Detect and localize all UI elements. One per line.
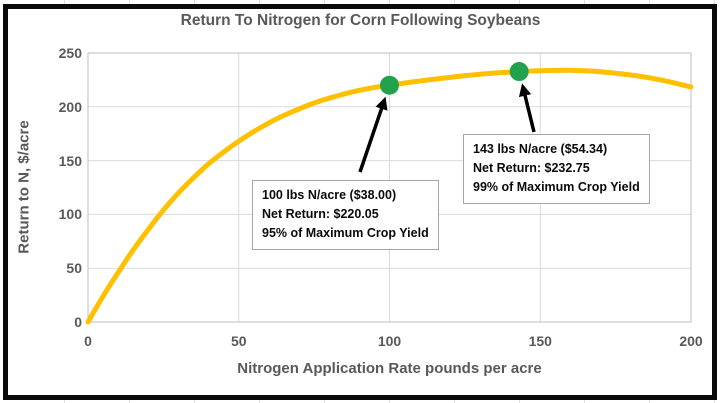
annotation-box-143lbs: 143 lbs N/acre ($54.34) Net Return: $232… <box>463 134 650 204</box>
x-axis-title: Nitrogen Application Rate pounds per acr… <box>237 360 542 377</box>
annotation-box-100lbs: 100 lbs N/acre ($38.00) Net Return: $220… <box>252 180 439 250</box>
return-to-nitrogen-curve <box>85 67 694 325</box>
y-tick-label: 100 <box>58 206 82 223</box>
annotation-arrow <box>518 83 536 133</box>
annotation-line: 95% of Maximum Crop Yield <box>262 226 429 240</box>
plot-border <box>87 52 692 323</box>
annotation-line: Net Return: $220.05 <box>262 207 379 221</box>
annotation-arrow <box>358 96 388 173</box>
data-point-marker <box>509 62 529 82</box>
y-tick-label: 150 <box>58 152 82 169</box>
annotation-line: 100 lbs N/acre ($38.00) <box>262 188 397 202</box>
annotation-line: 99% of Maximum Crop Yield <box>473 180 640 194</box>
y-axis-title: Return to N, $/acre <box>15 120 33 254</box>
y-tick-label: 250 <box>58 45 82 61</box>
annotation-line: 143 lbs N/acre ($54.34) <box>473 142 608 156</box>
chart-title: Return To Nitrogen for Corn Following So… <box>180 12 541 29</box>
y-tick-label: 50 <box>66 260 82 277</box>
y-tick-label: 200 <box>58 98 82 115</box>
annotation-line: Net Return: $232.75 <box>473 161 590 175</box>
x-tick-label: 200 <box>679 333 703 349</box>
x-tick-label: 0 <box>84 333 92 349</box>
x-tick-label: 100 <box>377 333 402 349</box>
y-tick-label: 0 <box>74 314 82 330</box>
data-point-marker <box>380 75 399 95</box>
x-tick-label: 50 <box>230 333 247 349</box>
x-tick-label: 150 <box>528 333 552 349</box>
